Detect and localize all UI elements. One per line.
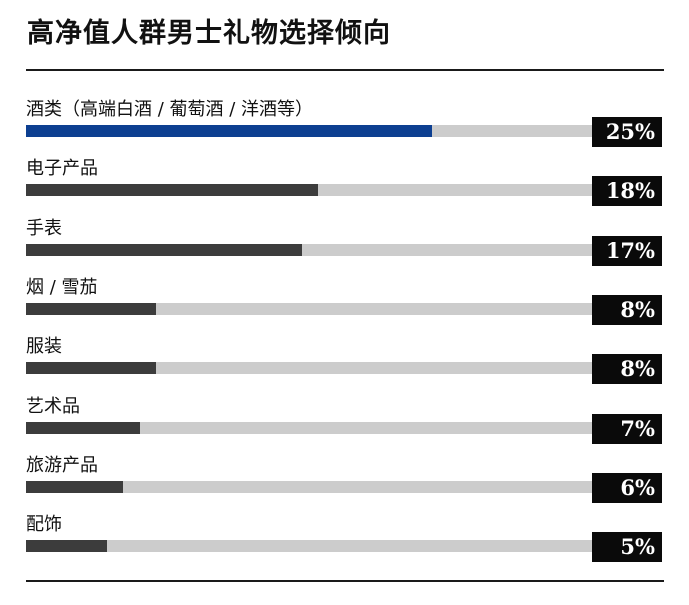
bar — [26, 303, 156, 315]
category-label: 酒类（高端白酒 / 葡萄酒 / 洋酒等） — [26, 99, 314, 120]
bar — [26, 184, 319, 196]
bar-track — [26, 481, 596, 493]
bar-row: 烟 / 雪茄 8% — [0, 273, 689, 332]
value-label: 8% — [592, 354, 662, 384]
category-label: 艺术品 — [26, 396, 80, 417]
chart-title: 高净值人群男士礼物选择倾向 — [27, 18, 391, 49]
top-rule — [26, 69, 664, 71]
bar-row: 手表 17% — [0, 214, 689, 273]
value-label: 7% — [592, 414, 662, 444]
bar-row: 服装 8% — [0, 332, 689, 391]
category-label: 配饰 — [26, 514, 62, 535]
bar — [26, 362, 156, 374]
bar — [26, 244, 303, 256]
value-label: 18% — [592, 176, 662, 206]
bar-track — [26, 362, 596, 374]
value-label: 25% — [592, 117, 662, 147]
category-label: 服装 — [26, 336, 62, 357]
bar-row: 配饰 5% — [0, 510, 689, 569]
category-label: 电子产品 — [26, 158, 98, 179]
value-label: 5% — [592, 532, 662, 562]
category-label: 旅游产品 — [26, 455, 98, 476]
category-label: 烟 / 雪茄 — [26, 277, 98, 298]
bar-track — [26, 422, 596, 434]
bar-track — [26, 184, 596, 196]
category-label: 手表 — [26, 218, 62, 239]
value-label: 17% — [592, 236, 662, 266]
value-label: 6% — [592, 473, 662, 503]
bar-row: 酒类（高端白酒 / 葡萄酒 / 洋酒等） 25% — [0, 95, 689, 154]
bar-track — [26, 244, 596, 256]
bar — [26, 125, 432, 137]
bottom-rule — [26, 580, 664, 582]
bar-track — [26, 540, 596, 552]
bar-row: 艺术品 7% — [0, 392, 689, 451]
bar-row: 旅游产品 6% — [0, 451, 689, 510]
bar — [26, 481, 124, 493]
bar — [26, 422, 140, 434]
bar-track — [26, 303, 596, 315]
bar — [26, 540, 108, 552]
bar-track — [26, 125, 596, 137]
value-label: 8% — [592, 295, 662, 325]
bar-row: 电子产品 18% — [0, 154, 689, 213]
